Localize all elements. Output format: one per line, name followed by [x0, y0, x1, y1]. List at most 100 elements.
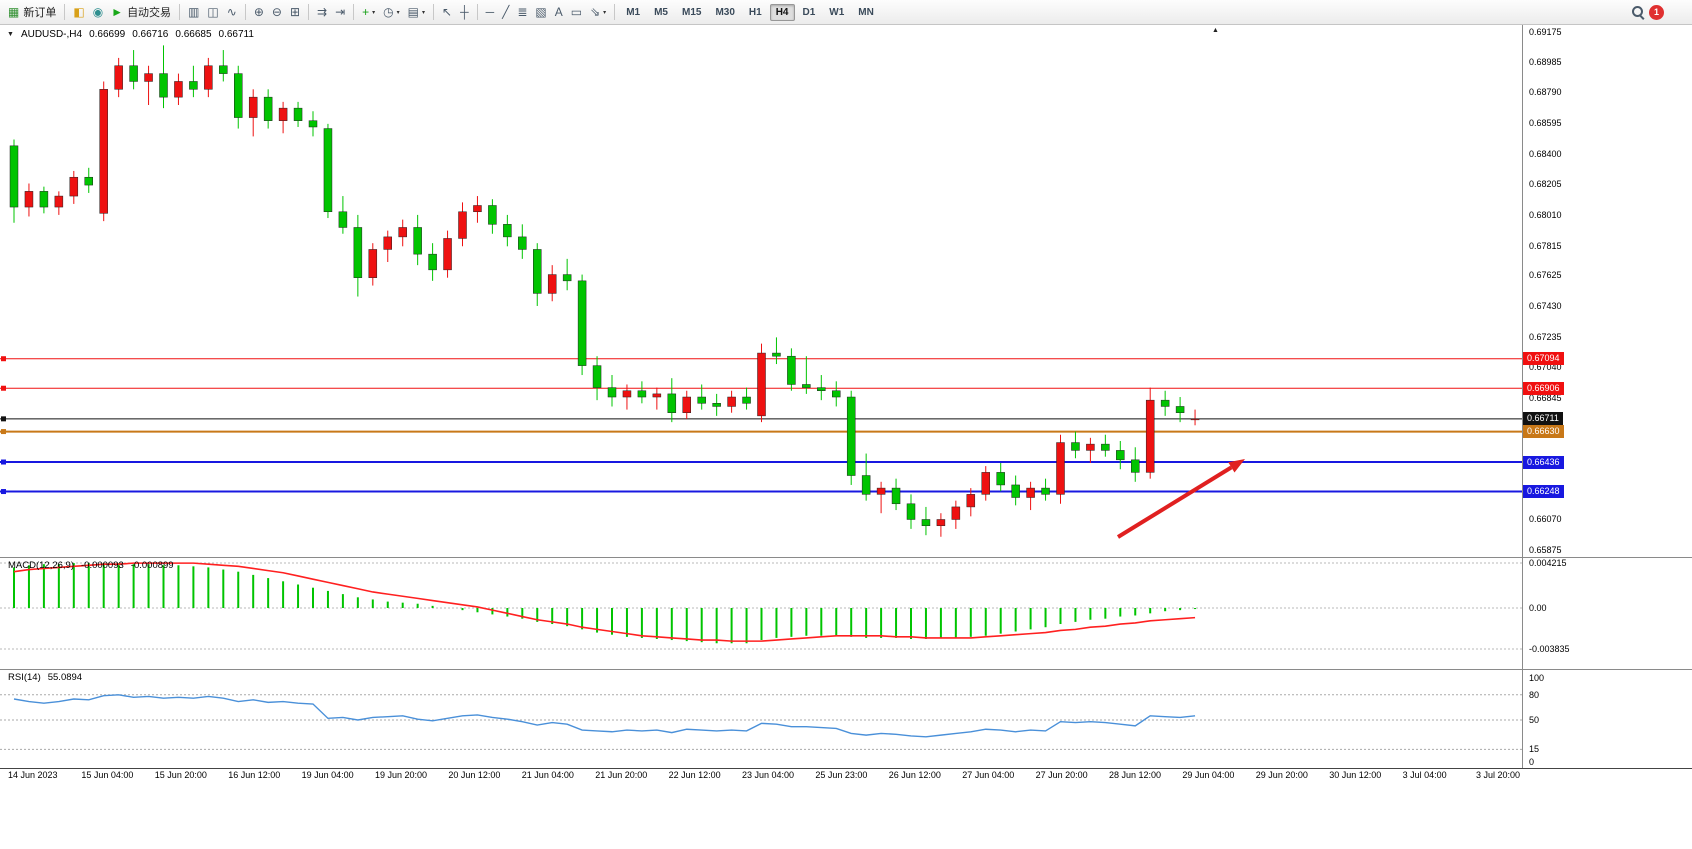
new-order-icon: ▦: [8, 5, 20, 19]
chart-shift-icon[interactable]: ⇥: [332, 3, 348, 22]
autotrade-button[interactable]: ► 自动交易: [108, 3, 174, 22]
candlestick: [234, 65, 243, 129]
rsi-line: [13, 694, 1196, 738]
candlestick: [697, 384, 706, 410]
indicators-icon[interactable]: + ▾: [359, 3, 378, 22]
candlestick: [383, 230, 392, 263]
templates-icon[interactable]: ▤ ▾: [405, 3, 428, 22]
time-axis-label: 26 Jun 12:00: [888, 770, 941, 780]
rsi-value: 55.0894: [47, 672, 83, 683]
candlestick: [278, 101, 288, 134]
candlestick: [742, 387, 751, 410]
hline-tool-icon: ─: [485, 5, 495, 19]
candlestick: [936, 513, 946, 537]
timeframe-d1[interactable]: D1: [802, 6, 816, 18]
candlestick: [802, 356, 811, 394]
candlestick: [204, 57, 213, 98]
candle-chart-icon[interactable]: ◫: [204, 3, 221, 22]
auto-scroll-icon[interactable]: ⇉: [314, 3, 330, 22]
candlestick: [114, 57, 123, 98]
text-tool-icon[interactable]: A: [552, 3, 566, 22]
time-axis-label: 15 Jun 20:00: [154, 770, 207, 780]
candlestick: [712, 393, 721, 416]
time-axis-label: 27 Jun 20:00: [1035, 770, 1088, 780]
zoom-in-icon[interactable]: ⊕: [251, 3, 267, 22]
timeframe-m15[interactable]: M15: [682, 6, 702, 18]
timeframe-m5[interactable]: M5: [654, 6, 668, 18]
trend-arrow-object[interactable]: [1116, 459, 1245, 539]
search-icon[interactable]: [1629, 3, 1648, 22]
shapes-tool-icon[interactable]: ▧: [532, 3, 549, 22]
crosshair-icon[interactable]: ┼: [457, 3, 472, 22]
market-overview-icon[interactable]: ◉: [90, 3, 106, 22]
time-axis-label: 30 Jun 12:00: [1329, 770, 1382, 780]
toolbar-separator: [353, 4, 355, 20]
macd-rsi-separator[interactable]: [0, 669, 1692, 670]
candlestick: [876, 481, 886, 514]
candlestick: [966, 488, 976, 517]
timeframe-h1[interactable]: H1: [748, 6, 762, 18]
timeframe-h4[interactable]: H4: [769, 3, 795, 21]
candlestick: [757, 343, 766, 423]
cursor-icon[interactable]: ↖: [439, 3, 455, 22]
support-line-1[interactable]: [0, 459, 1522, 465]
periods-clock-icon[interactable]: ◷ ▾: [380, 3, 403, 22]
ohlc-high: 0.66716: [132, 29, 169, 40]
price-axis[interactable]: 0.69175 0.68985 0.68790 0.68595 0.68400 0.682…: [1523, 25, 1692, 768]
price-axis-label: 0.68985: [1529, 56, 1562, 67]
timeframe-m1[interactable]: M1: [626, 6, 641, 18]
rsi-axis-label: 15: [1529, 744, 1540, 755]
zoom-in-icon: ⊕: [253, 5, 264, 19]
symbol-title: AUDUSD-,H4: [20, 29, 83, 40]
candlestick: [1071, 431, 1080, 459]
notification-badge[interactable]: 1: [1649, 4, 1664, 20]
macd-panel-canvas[interactable]: [0, 558, 1522, 669]
toolbar-separator: [308, 4, 309, 20]
toolbar-separator: [244, 4, 246, 20]
candlestick: [1086, 437, 1095, 463]
candlestick: [891, 478, 901, 511]
panel-collapse-icon[interactable]: ▲: [1212, 27, 1219, 34]
arrows-tool-icon[interactable]: ⇘ ▾: [587, 3, 609, 22]
bar-chart-icon[interactable]: ▥: [185, 3, 202, 22]
time-axis-label: 16 Jun 12:00: [228, 770, 281, 780]
price-macd-separator[interactable]: [0, 557, 1692, 558]
candlestick: [219, 50, 228, 82]
price-axis-label: 0.68790: [1529, 87, 1562, 98]
text-label-tool-icon[interactable]: ▭: [568, 3, 585, 22]
price-axis-label: 0.68595: [1529, 118, 1562, 129]
fibonacci-tool-icon[interactable]: ≣: [514, 3, 530, 22]
trendline-tool-icon[interactable]: ╱: [499, 3, 512, 22]
fibonacci-tool-icon: ≣: [517, 5, 528, 19]
zoom-out-icon[interactable]: ⊖: [269, 3, 285, 22]
rsi-panel-canvas[interactable]: [0, 670, 1522, 768]
candlestick: [727, 390, 736, 413]
timeframe-mn[interactable]: MN: [858, 6, 874, 18]
autotrade-button-label: 自动交易: [127, 7, 172, 19]
chevron-down-icon: ▾: [603, 9, 607, 16]
new-order-button[interactable]: ▦ 新订单: [5, 3, 59, 22]
time-axis-separator: [0, 768, 1692, 769]
toolbar-separator: [476, 4, 478, 20]
shapes-tool-icon: ▧: [535, 5, 547, 19]
time-axis[interactable]: 14 Jun 2023 15 Jun 04:00 15 Jun 20:00 16 Ju…: [0, 770, 1692, 785]
candlestick: [353, 214, 363, 297]
charts-profile-icon[interactable]: ◧: [70, 3, 87, 22]
price-chart-canvas[interactable]: [0, 25, 1522, 558]
time-axis-label: 21 Jun 20:00: [595, 770, 648, 780]
support-line-2[interactable]: [0, 489, 1522, 495]
candlestick: [129, 50, 138, 90]
candlestick: [1145, 387, 1155, 479]
symbol-dropdown-icon[interactable]: ▼: [7, 31, 14, 38]
price-badge: 0.66436: [1523, 455, 1564, 469]
candlestick: [54, 191, 64, 215]
pivot-line[interactable]: [0, 429, 1522, 435]
timeframe-w1[interactable]: W1: [829, 6, 845, 18]
line-chart-icon[interactable]: ∿: [224, 3, 240, 22]
ohlc-open: 0.66699: [89, 29, 126, 40]
tile-windows-icon[interactable]: ⊞: [287, 3, 303, 22]
market-overview-icon: ◉: [92, 5, 104, 19]
hline-tool-icon[interactable]: ─: [483, 3, 498, 22]
timeframe-m30[interactable]: M30: [715, 6, 735, 18]
